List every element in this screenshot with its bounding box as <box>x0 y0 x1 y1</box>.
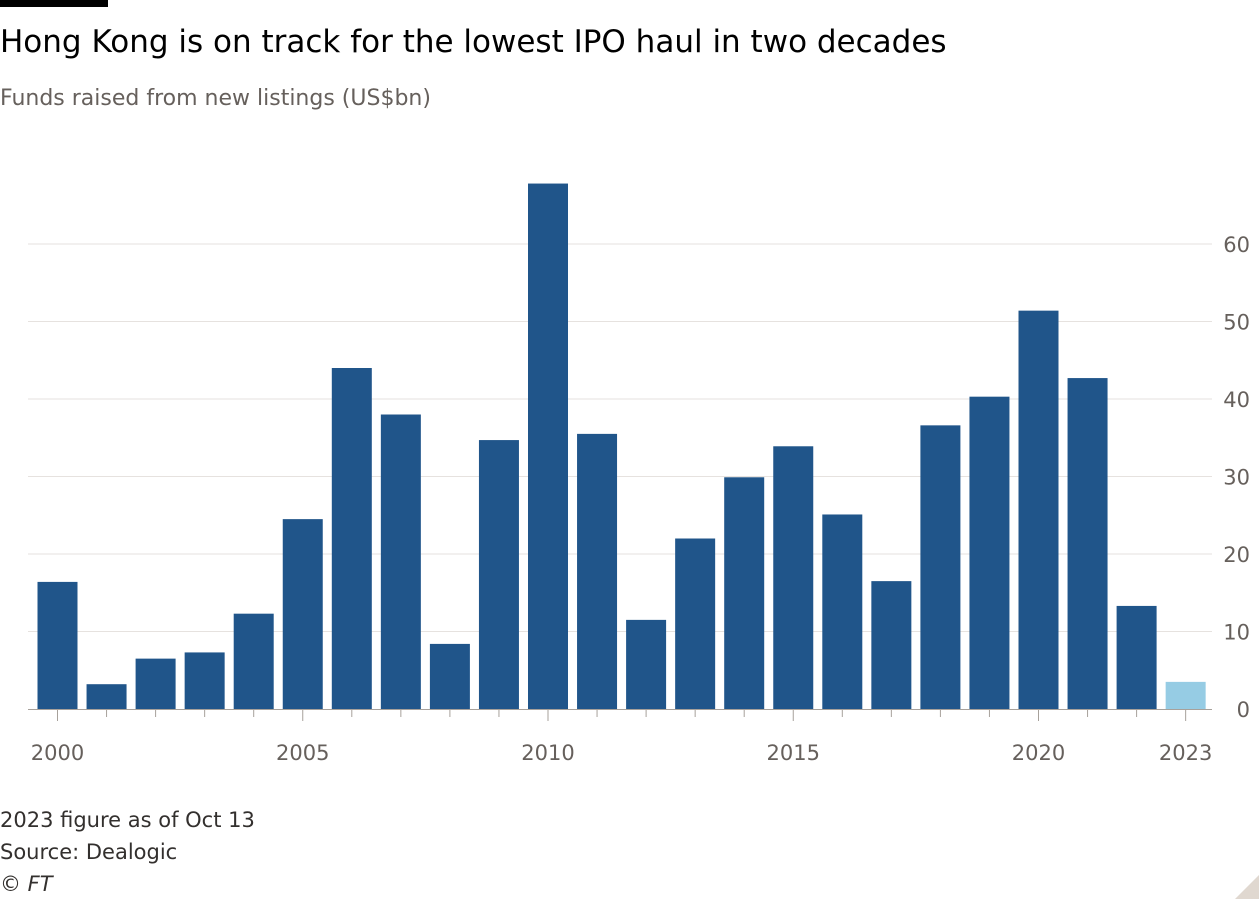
bar-2003 <box>184 652 225 709</box>
x-tick-label: 2005 <box>276 741 329 765</box>
bar-2002 <box>135 658 176 709</box>
y-tick-label: 60 <box>1223 233 1250 257</box>
top-accent-bar <box>0 0 108 7</box>
y-tick-label: 10 <box>1223 621 1250 645</box>
bar-2018 <box>920 425 961 709</box>
footnote: 2023 figure as of Oct 13 <box>0 808 255 832</box>
chart-subtitle: Funds raised from new listings (US$bn) <box>0 86 431 111</box>
bar-2009 <box>478 440 519 709</box>
bar-2004 <box>233 613 274 709</box>
bar-2023 <box>1165 681 1206 709</box>
corner-fold-icon <box>1235 875 1259 899</box>
bar-2000 <box>37 581 78 709</box>
bar-2019 <box>969 396 1010 709</box>
bar-2010 <box>528 183 568 710</box>
x-axis: 2000 2005 2010 2015 2020 2023 <box>28 709 1212 765</box>
bar-2011 <box>577 433 618 709</box>
chart-title: Hong Kong is on track for the lowest IPO… <box>0 24 947 60</box>
bar-2020 <box>1018 310 1059 709</box>
x-tick-label: 2000 <box>31 741 84 765</box>
bars <box>37 183 1206 710</box>
source-note: Source: Dealogic <box>0 840 178 864</box>
bar-2005 <box>282 519 323 709</box>
y-tick-label: 40 <box>1223 388 1250 412</box>
bar-2007 <box>380 414 421 709</box>
bar-2001 <box>86 684 127 709</box>
y-axis: 0 10 20 30 40 50 60 <box>1223 233 1250 722</box>
bar-2014 <box>724 477 765 709</box>
bar-2017 <box>871 581 912 709</box>
y-tick-label: 30 <box>1223 466 1250 490</box>
bar-2015 <box>773 446 814 709</box>
x-tick-label: 2023 <box>1159 741 1212 765</box>
bar-2006 <box>331 368 372 709</box>
x-tick-label: 2020 <box>1012 741 1065 765</box>
bar-2008 <box>429 643 470 709</box>
bar-2012 <box>626 619 667 709</box>
x-tick-label: 2015 <box>767 741 820 765</box>
y-tick-label: 20 <box>1223 543 1250 567</box>
bar-2013 <box>675 538 716 709</box>
bar-2022 <box>1116 605 1157 709</box>
copyright: © FT <box>0 872 53 896</box>
bar-2021 <box>1067 378 1108 709</box>
bar-chart: 2000 2005 2010 2015 2020 2023 0 10 20 30 40 50 60 <box>28 183 1250 765</box>
y-tick-label: 0 <box>1237 698 1250 722</box>
bar-2016 <box>822 514 863 709</box>
x-tick-label: 2010 <box>521 741 574 765</box>
y-tick-label: 50 <box>1223 311 1250 335</box>
gridlines <box>28 243 1212 632</box>
